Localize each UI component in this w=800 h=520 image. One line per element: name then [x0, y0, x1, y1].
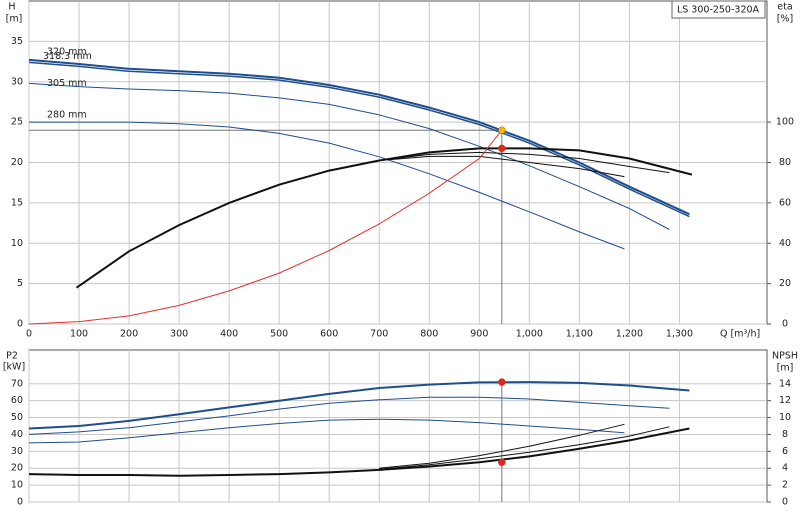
y2-axis-label: eta [777, 2, 792, 13]
y-tick-label: 60 [11, 395, 23, 406]
y2-tick-label: 0 [782, 319, 788, 330]
y2-tick-label: 8 [782, 429, 788, 440]
y-tick-label: 40 [11, 429, 23, 440]
x-tick-label: 0 [26, 329, 32, 340]
curve [28, 61, 690, 218]
y-tick-label: 35 [11, 36, 23, 47]
y-tick-label: 30 [11, 76, 23, 87]
y2-tick-label: 80 [779, 157, 791, 168]
x-tick-label: 300 [170, 329, 188, 340]
x-tick-label: 1,300 [666, 329, 693, 340]
background-layer: 0 100 200 300 400 500 600 700 800 900 1,000 1,100 1,… [3, 0, 798, 508]
y-tick-label: 15 [11, 197, 23, 208]
x-tick-label: 400 [220, 329, 238, 340]
y2-tick-label: 0 [782, 497, 788, 508]
curve-label: 305 mm [47, 78, 87, 89]
y2-tick-label: 20 [779, 278, 791, 289]
x-tick-label: 800 [420, 329, 438, 340]
y2-tick-label: 2 [782, 480, 788, 491]
curve [28, 381, 690, 430]
x-tick-label: 700 [370, 329, 388, 340]
y2-axis-unit: [%] [777, 14, 793, 25]
curve [28, 418, 625, 444]
y2-tick-label: 14 [779, 378, 791, 389]
curve-label: 320 mm [47, 46, 87, 57]
curve [28, 82, 670, 230]
x-axis-label: Q [m³/h] [720, 329, 760, 340]
curve [379, 151, 670, 174]
title-box [671, 0, 766, 19]
y2-tick-label: 4 [782, 463, 788, 474]
y-tick-label: 25 [11, 117, 23, 128]
x-tick-label: 1,200 [616, 329, 643, 340]
y-axis-unit: [m] [6, 14, 23, 25]
y-axis-label: P2 [6, 351, 18, 362]
duty-point [498, 458, 506, 467]
plot-0: 0 100 200 300 400 500 600 700 800 900 1,000 1,100 1,… [6, 0, 794, 340]
y-axis-unit: [kW] [3, 362, 25, 373]
y2-tick-label: 60 [779, 197, 791, 208]
y-tick-label: 70 [11, 378, 23, 389]
x-tick-label: 600 [320, 329, 338, 340]
curve [379, 423, 625, 469]
y-tick-label: 10 [11, 480, 23, 491]
y-tick-label: 0 [17, 319, 23, 330]
duty-point [498, 126, 506, 134]
y2-tick-label: 40 [779, 238, 791, 249]
x-tick-label: 1,000 [516, 329, 543, 340]
curve-label: 318.3 mm [43, 51, 92, 62]
x-tick-label: 500 [270, 329, 288, 340]
chart-title: LS 300-250-320A [677, 5, 760, 16]
duty-point [498, 378, 506, 386]
y-tick-label: 5 [17, 278, 23, 289]
curve-label: 280 mm [47, 110, 87, 121]
y-tick-label: 50 [11, 412, 23, 423]
x-tick-label: 100 [70, 329, 88, 340]
x-tick-label: 200 [120, 329, 138, 340]
x-tick-label: 1,100 [566, 329, 593, 340]
curve [28, 129, 503, 325]
y2-axis-label: NPSH [772, 351, 798, 362]
y-tick-label: 20 [11, 463, 23, 474]
y-axis-label: H [8, 2, 15, 13]
duty-point [498, 144, 506, 153]
curve [29, 121, 625, 250]
curve [379, 155, 625, 178]
y2-tick-label: 12 [779, 395, 791, 406]
y-tick-label: 10 [11, 238, 23, 249]
curve [28, 427, 690, 477]
y-tick-label: 20 [11, 157, 23, 168]
y2-tick-label: 6 [782, 446, 788, 457]
curve [28, 58, 690, 216]
curve [379, 426, 670, 470]
y2-tick-label: 10 [779, 412, 791, 423]
y2-tick-label: 100 [776, 117, 794, 128]
x-tick-label: 900 [470, 329, 488, 340]
plot-1: 0 10 20 30 40 50 60 70 0 2 4 6 8 10 12 14 P2[kW] NPSH[m] [3, 349, 798, 508]
curve [28, 396, 670, 435]
y2-axis-unit: [m] [777, 363, 794, 374]
y-tick-label: 30 [11, 446, 23, 457]
y-tick-label: 0 [17, 497, 23, 508]
